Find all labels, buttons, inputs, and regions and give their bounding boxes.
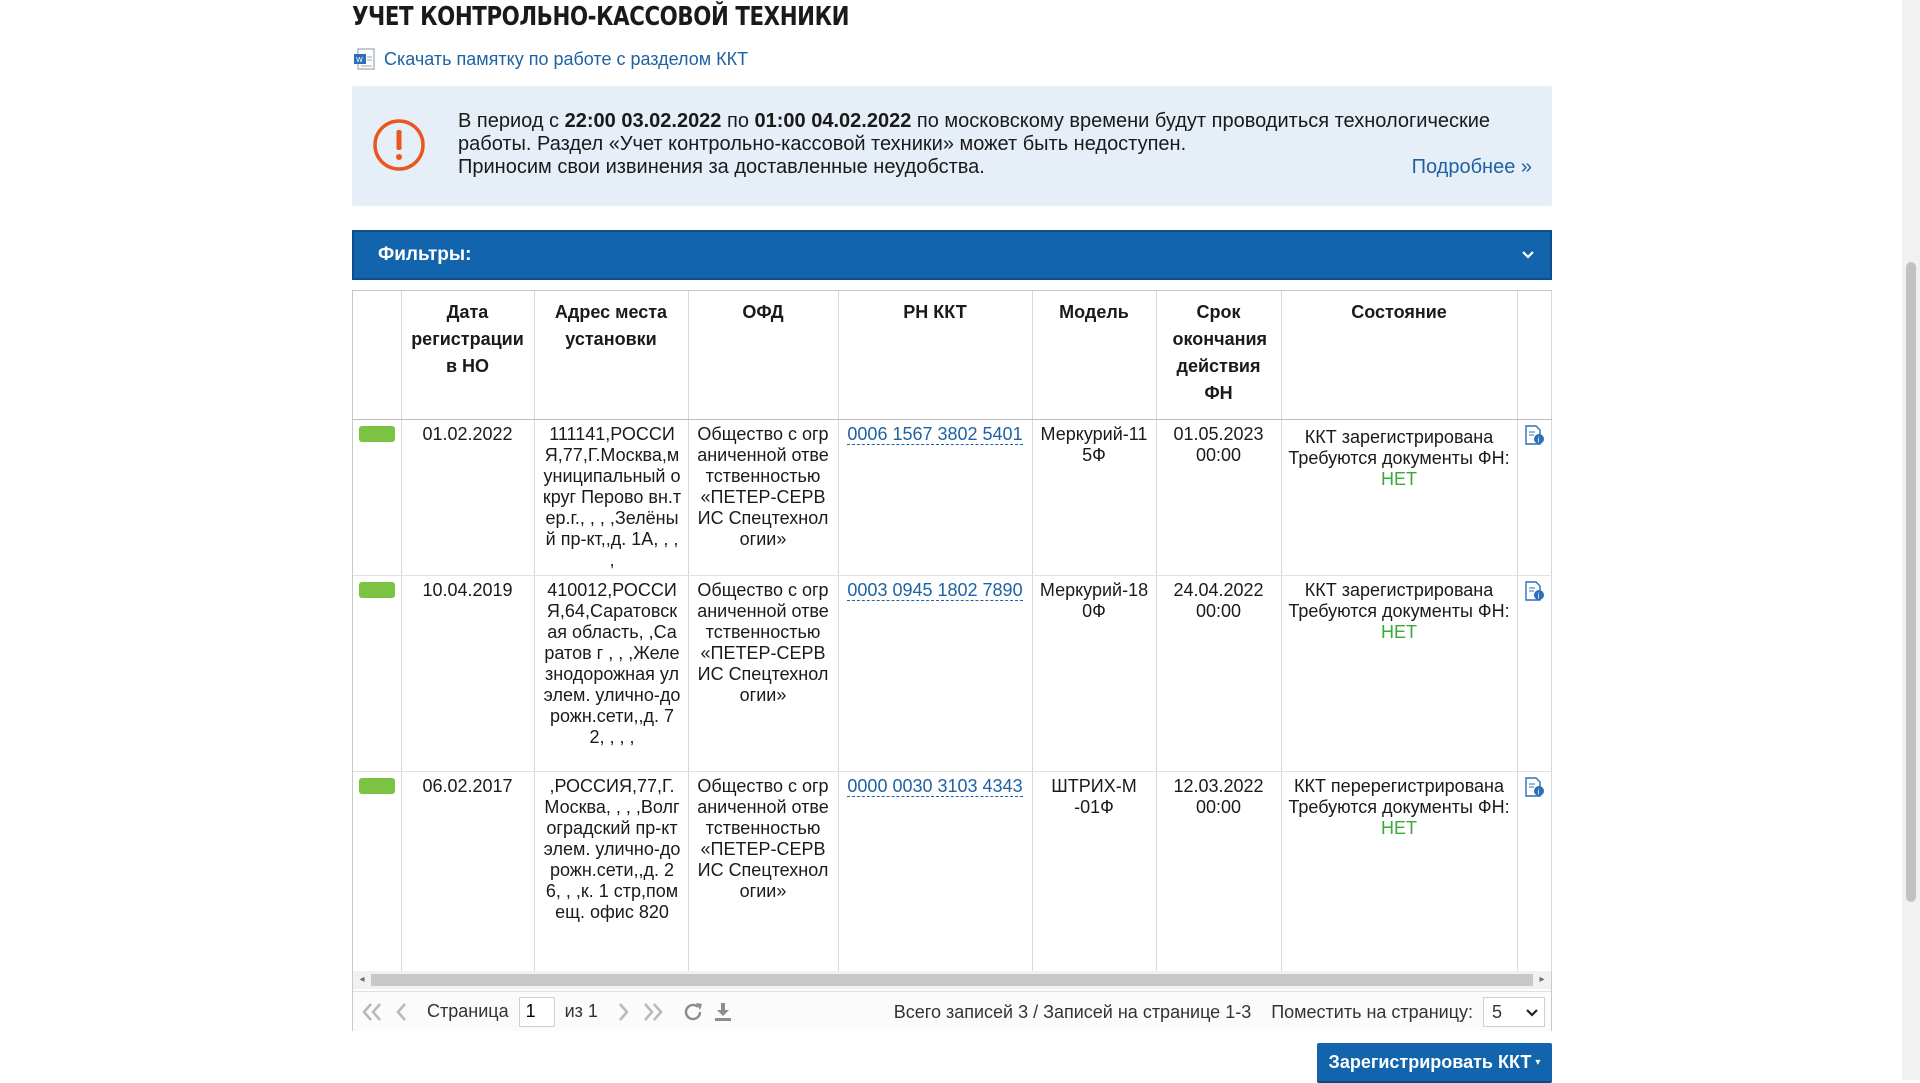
kkt-table: Дата регистрации в НО Адрес места устано…: [352, 290, 1552, 1031]
table-header-row: Дата регистрации в НО Адрес места устано…: [353, 291, 1552, 420]
warning-icon: [373, 119, 425, 171]
refresh-icon[interactable]: [678, 997, 708, 1027]
docs-label: Требуются документы ФН:: [1288, 796, 1510, 817]
horizontal-scrollbar[interactable]: ◂ ▸: [353, 971, 1551, 989]
page-number-input[interactable]: [518, 996, 555, 1027]
address-cell: 410012,РОССИЯ,64,Саратовская область, ,С…: [534, 575, 689, 772]
first-page-icon[interactable]: [357, 997, 387, 1027]
horizontal-scroll-thumb[interactable]: [371, 974, 1533, 986]
docs-label: Требуются документы ФН:: [1288, 600, 1510, 621]
col-reg-date[interactable]: Дата регистрации в НО: [401, 291, 535, 420]
col-status: [353, 291, 402, 420]
state-text: ККТ зарегистрирована: [1304, 579, 1494, 600]
page-total-label: из 1: [564, 1001, 598, 1021]
register-kkt-button[interactable]: Зарегистрировать ККТ ▾: [1317, 1043, 1552, 1083]
col-state[interactable]: Состояние: [1281, 291, 1518, 420]
model-cell: Меркурий-180Ф: [1032, 575, 1157, 772]
download-memo-label: Скачать памятку по работе с разделом ККТ: [384, 48, 749, 69]
chevron-down-icon: [1522, 251, 1534, 259]
last-page-icon[interactable]: [638, 997, 668, 1027]
scroll-left-icon[interactable]: ◂: [359, 974, 365, 985]
col-fn-expiry[interactable]: Срок окончания действия ФН: [1156, 291, 1282, 420]
address-cell: ,РОССИЯ,77,Г.Москва, , , ,Волгоградский …: [534, 771, 689, 972]
document-download-icon: W: [354, 48, 375, 70]
ofd-cell: Общество с ограниченной ответственностью…: [688, 419, 839, 576]
reg-date-cell: 01.02.2022: [401, 419, 535, 576]
fn-expiry-cell: 12.03.2022 00:00: [1156, 771, 1282, 972]
docs-value: НЕТ: [1381, 468, 1417, 489]
per-page-value: 5: [1492, 1001, 1503, 1022]
state-text: ККТ перерегистрирована: [1293, 775, 1505, 796]
vertical-scroll-thumb[interactable]: [1906, 262, 1916, 902]
fn-expiry-cell: 01.05.2023 00:00: [1156, 419, 1282, 576]
state-cell: ККТ зарегистрирована Требуются документы…: [1281, 575, 1518, 772]
status-indicator: [358, 425, 395, 442]
docs-label: Требуются документы ФН:: [1288, 447, 1510, 468]
document-info-icon[interactable]: i: [1523, 580, 1545, 602]
download-memo-link[interactable]: W Скачать памятку по работе с разделом К…: [352, 46, 748, 72]
address-cell: 111141,РОССИЯ,77,Г.Москва,муниципальный …: [534, 419, 689, 576]
status-cell: [353, 771, 402, 972]
reg-date-cell: 06.02.2017: [401, 771, 535, 972]
download-icon[interactable]: [708, 997, 738, 1027]
pagination-bar: Страница из 1 Всего записей 3 / Записей …: [353, 991, 1551, 1031]
state-text: ККТ зарегистрирована: [1304, 426, 1494, 447]
table-row[interactable]: 01.02.2022 111141,РОССИЯ,77,Г.Москва,мун…: [353, 419, 1552, 576]
svg-text:i: i: [1537, 435, 1539, 444]
rn-link[interactable]: 0003 0945 1802 7890: [847, 579, 1023, 601]
filters-label: Фильтры:: [378, 244, 472, 265]
rn-link[interactable]: 0006 1567 3802 5401: [847, 423, 1023, 445]
rn-cell: 0003 0945 1802 7890: [838, 575, 1033, 772]
col-actions: [1517, 291, 1552, 420]
status-cell: [353, 419, 402, 576]
rn-link[interactable]: 0000 0030 3103 4343: [847, 775, 1023, 797]
status-cell: [353, 575, 402, 772]
table-row[interactable]: 06.02.2017 ,РОССИЯ,77,Г.Москва, , , ,Вол…: [353, 771, 1552, 972]
register-kkt-label: Зарегистрировать ККТ: [1328, 1051, 1532, 1072]
docs-value: НЕТ: [1381, 621, 1417, 642]
action-cell: i: [1517, 575, 1552, 772]
filters-panel-header[interactable]: Фильтры:: [352, 230, 1552, 280]
records-summary: Всего записей 3 / Записей на странице 1-…: [893, 1001, 1252, 1022]
pager-right: Всего записей 3 / Записей на странице 1-…: [894, 997, 1545, 1027]
caret-down-icon: ▾: [1535, 1056, 1541, 1068]
model-cell: ШТРИХ-М-01Ф: [1032, 771, 1157, 972]
page-title: УЧЕТ КОНТРОЛЬНО-КАССОВОЙ ТЕХНИКИ: [352, 2, 850, 32]
rn-cell: 0000 0030 3103 4343: [838, 771, 1033, 972]
maintenance-notice: В период с 22:00 03.02.2022 по 01:00 04.…: [352, 86, 1552, 206]
notice-text: В период с 22:00 03.02.2022 по 01:00 04.…: [458, 110, 1491, 178]
state-cell: ККТ зарегистрирована Требуются документы…: [1281, 419, 1518, 576]
rn-cell: 0006 1567 3802 5401: [838, 419, 1033, 576]
prev-page-icon[interactable]: [387, 997, 417, 1027]
col-address[interactable]: Адрес места установки: [534, 291, 689, 420]
reg-date-cell: 10.04.2019: [401, 575, 535, 772]
col-model[interactable]: Модель: [1032, 291, 1157, 420]
per-page-label: Поместить на страницу:: [1271, 1001, 1473, 1022]
col-rn[interactable]: РН ККТ: [838, 291, 1033, 420]
docs-value: НЕТ: [1381, 817, 1417, 838]
vertical-scrollbar[interactable]: [1902, 0, 1920, 1080]
action-cell: i: [1517, 771, 1552, 972]
status-indicator: [358, 581, 395, 598]
action-cell: i: [1517, 419, 1552, 576]
svg-text:i: i: [1537, 787, 1539, 796]
ofd-cell: Общество с ограниченной ответственностью…: [688, 575, 839, 772]
notice-more-link[interactable]: Подробнее »: [1411, 156, 1532, 178]
ofd-cell: Общество с ограниченной ответственностью…: [688, 771, 839, 972]
document-info-icon[interactable]: i: [1523, 776, 1545, 798]
model-cell: Меркурий-115Ф: [1032, 419, 1157, 576]
table-row[interactable]: 10.04.2019 410012,РОССИЯ,64,Саратовская …: [353, 575, 1552, 772]
col-ofd[interactable]: ОФД: [688, 291, 839, 420]
chevron-down-icon: [1526, 1009, 1538, 1017]
page-label: Страница: [427, 1001, 509, 1021]
document-info-icon[interactable]: i: [1523, 424, 1545, 446]
state-cell: ККТ перерегистрирована Требуются докумен…: [1281, 771, 1518, 972]
scroll-right-icon[interactable]: ▸: [1539, 974, 1545, 985]
next-page-icon[interactable]: [608, 997, 638, 1027]
status-indicator: [358, 777, 395, 794]
svg-text:i: i: [1537, 591, 1539, 600]
per-page-select[interactable]: 5: [1483, 997, 1545, 1027]
fn-expiry-cell: 24.04.2022 00:00: [1156, 575, 1282, 772]
svg-text:W: W: [356, 56, 363, 64]
